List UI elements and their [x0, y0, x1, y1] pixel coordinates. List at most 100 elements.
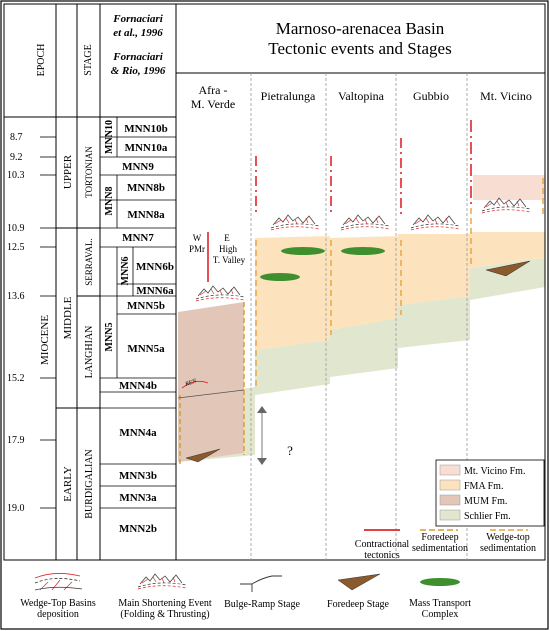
foredeep-label: sedimentation [412, 543, 468, 554]
ren-label: REN [184, 378, 199, 388]
ref1-line2: et al., 1996 [113, 27, 163, 39]
fma-fm-area [255, 232, 545, 387]
tvalley-label: T. Valley [213, 255, 246, 265]
foredeep-stage-icon [337, 573, 381, 591]
age-label: 10.3 [7, 170, 25, 181]
contractional-label: tectonics [364, 550, 400, 561]
locality-valtopina: Valtopina [338, 89, 385, 103]
age-label: 19.0 [7, 503, 25, 514]
age-label: 17.9 [7, 435, 25, 446]
mt-vicino-section [470, 120, 544, 277]
w-label: W [193, 233, 202, 243]
mass-transport-blob [281, 247, 325, 255]
schlier-fm-area [178, 258, 545, 462]
age-ticks [40, 136, 56, 509]
zone-label: MNN10b [124, 123, 167, 135]
subepoch-early: EARLY [62, 466, 74, 502]
wedge-top-basin-icon [34, 573, 83, 591]
bulge-ramp-icon [240, 575, 282, 592]
symbol-label: Mass Transport [409, 598, 471, 609]
zone-label: MNN8a [127, 209, 165, 221]
formation-legend: Mt. Vicino Fm. FMA Fm. MUM Fm. Schlier F… [435, 459, 545, 527]
main-shortening-icon [137, 573, 187, 590]
legend-label: FMA Fm. [464, 481, 503, 492]
pietralunga-section: ? [255, 156, 325, 465]
age-label: 8.7 [10, 132, 23, 143]
stage-langhian: LANGHIAN [84, 326, 95, 379]
subepoch-middle: MIDDLE [62, 296, 74, 339]
mass-transport-blob [260, 273, 300, 281]
legend-swatch [439, 479, 461, 491]
zone-group: MNN5 [104, 323, 115, 352]
symbol-label: Wedge-Top Basins [20, 598, 96, 609]
epoch-header: EPOCH [36, 44, 47, 77]
line-legend: Contractional tectonics Foredeep sedimen… [355, 529, 536, 561]
mass-transport-icon [420, 578, 460, 586]
symbol-legend: Wedge-Top Basins deposition Main Shorten… [20, 573, 471, 620]
symbol-label: (Folding & Thrusting) [120, 609, 209, 620]
symbol-label: deposition [37, 609, 79, 620]
contractional-label: Contractional [355, 539, 410, 550]
age-label: 12.5 [7, 242, 25, 253]
zone-label: MNN9 [122, 161, 154, 173]
high-label: High [219, 244, 238, 254]
zone-label: MNN3a [119, 492, 157, 504]
symbol-label: Bulge-Ramp Stage [224, 599, 300, 610]
zone-label: MNN7 [122, 232, 154, 244]
ref2-line1: Fornaciari [112, 51, 163, 63]
locality-afra-line1: Afra - [199, 83, 228, 97]
title-line1: Marnoso-arenacea Basin [276, 19, 445, 38]
ref2-line2: & Rio, 1996 [111, 65, 166, 77]
locality-afra-line2: M. Verde [191, 97, 235, 111]
epoch-label: MIOCENE [39, 315, 51, 365]
zone-label: MNN10a [125, 142, 168, 154]
locality-mt-vicino: Mt. Vicino [480, 89, 532, 103]
legend-label: MUM Fm. [464, 496, 507, 507]
zone-label: MNN4b [119, 380, 157, 392]
zone-label: MNN2b [119, 523, 157, 535]
stage-header: STAGE [83, 44, 94, 75]
locality-pietralunga: Pietralunga [261, 89, 316, 103]
zone-group: MNN6 [120, 257, 131, 286]
symbol-label: Complex [422, 609, 459, 620]
age-label: 10.9 [7, 223, 25, 234]
zone-label: MNN4a [119, 427, 157, 439]
subepoch-upper: UPPER [62, 154, 74, 189]
wedgetop-label: sedimentation [480, 543, 536, 554]
stage-tortonian: TORTONIAN [84, 146, 94, 198]
mum-fm-area [178, 302, 244, 462]
zone-label: MNN5b [127, 300, 165, 312]
valtopina-section [330, 156, 390, 335]
wedgetop-label: Wedge-top [486, 532, 530, 543]
age-label: 15.2 [7, 373, 25, 384]
legend-label: Schlier Fm. [464, 511, 511, 522]
mt-vicino-fm-area [473, 175, 545, 200]
locality-gubbio: Gubbio [413, 89, 449, 103]
pmr-label: PMr [189, 244, 205, 254]
afra-section: W PMr E High T. Valley REN [177, 232, 246, 465]
question-mark: ? [287, 443, 293, 458]
gubbio-section [400, 138, 460, 315]
zone-label: MNN6b [136, 261, 174, 273]
legend-label: Mt. Vicino Fm. [464, 466, 525, 477]
legend-swatch [439, 509, 461, 521]
age-label: 9.2 [10, 152, 23, 163]
zone-label: MNN5a [127, 343, 165, 355]
symbol-label: Foredeep Stage [327, 599, 389, 610]
legend-swatch [439, 464, 461, 476]
age-label: 13.6 [7, 291, 25, 302]
symbol-label: Main Shortening Event [118, 598, 212, 609]
zone-label: MNN6a [136, 285, 174, 297]
mass-transport-blob [341, 247, 385, 255]
zone-group: MNN8 [104, 187, 115, 216]
zone-label: MNN3b [119, 470, 157, 482]
foredeep-label: Foredeep [421, 532, 458, 543]
formation-areas [178, 175, 545, 462]
zone-group: MNN10 [104, 120, 115, 154]
ref1-line1: Fornaciari [112, 13, 163, 25]
e-label: E [224, 233, 230, 243]
stage-serravallian: SERRAVAL. [84, 238, 94, 285]
zone-label: MNN8b [127, 182, 165, 194]
